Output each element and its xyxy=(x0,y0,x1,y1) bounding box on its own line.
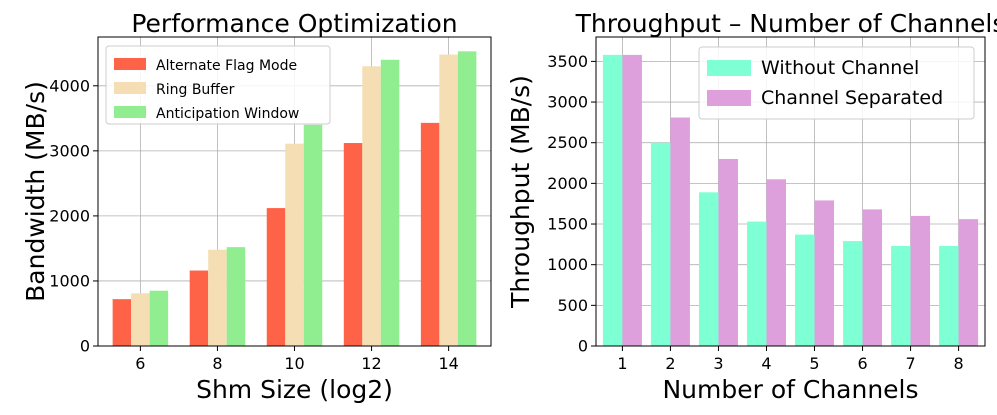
chart-1-ytick-label: 3000 xyxy=(547,93,588,112)
chart-0-legend-swatch xyxy=(114,82,146,94)
chart-1-title: Throughput – Number of Channels xyxy=(575,9,997,38)
chart-1-bar-channel-separated-3 xyxy=(718,158,738,346)
chart-1-bar-channel-separated-4 xyxy=(766,179,786,346)
chart-0-bar-ring-buffer-8 xyxy=(208,249,227,346)
chart-0-xtick-label: 10 xyxy=(284,354,304,373)
chart-1-xtick-label: 6 xyxy=(857,354,867,373)
chart-1-bar-channel-separated-6 xyxy=(862,209,883,346)
chart-0-ticks: 0 1000 2000 3000 4000 6 8 10 12 14 xyxy=(49,76,459,373)
chart-0-legend-label: Alternate Flag Mode xyxy=(156,58,297,74)
chart-1-xtick-label: 1 xyxy=(617,354,627,373)
chart-1-bar-without-channel-1 xyxy=(602,54,623,347)
chart-0-legend-frame xyxy=(105,45,331,125)
chart-1-ytick-label: 500 xyxy=(557,296,588,315)
chart-1-bar-without-channel-3 xyxy=(698,192,719,346)
chart-1-ytick-label: 3500 xyxy=(547,52,588,71)
chart-1-bar-without-channel-8 xyxy=(939,245,959,346)
chart-1-legend-label: Channel Separated xyxy=(761,87,943,109)
chart-0-bar-ring-buffer-6 xyxy=(131,293,150,346)
chart-0-xtick-label: 8 xyxy=(212,354,222,373)
chart-1-xlabel: Number of Channels xyxy=(662,375,918,404)
chart-1-xtick-label: 4 xyxy=(761,354,771,373)
chart-1-legend-swatch xyxy=(707,60,751,76)
chart-1-legend-frame xyxy=(698,46,975,120)
chart-0-bars xyxy=(112,51,477,347)
chart-0-xtick-label: 14 xyxy=(438,354,458,373)
chart-1-ylabel: Throughput (MB/s) xyxy=(506,75,535,309)
chart-0-legend-label: Anticipation Window xyxy=(156,106,299,122)
chart-0-bar-ring-buffer-12 xyxy=(362,66,381,346)
chart-1-xtick-label: 8 xyxy=(953,354,963,373)
chart-0-bar-anticipation-window-14 xyxy=(457,51,477,346)
chart-1-ytick-label: 2000 xyxy=(547,174,588,193)
chart-1-legend: Without Channel Channel Separated xyxy=(698,46,975,120)
chart-1-bars xyxy=(602,54,979,347)
chart-1-ticks: 0 500 1000 1500 2000 2500 3000 3500 1 2 3 4 5 6 7 8 xyxy=(547,52,963,373)
chart-1-ytick-label: 2500 xyxy=(547,133,588,152)
chart-0-bar-ring-buffer-14 xyxy=(439,54,458,346)
throughput-channels-chart: 0 500 1000 1500 2000 2500 3000 3500 1 2 3 4 5 6 7 8 Thr… xyxy=(506,9,997,404)
chart-1-legend-swatch xyxy=(707,90,751,106)
chart-1-ytick-label: 1000 xyxy=(547,255,588,274)
performance-optimization-chart: 0 1000 2000 3000 4000 6 8 10 12 14 Performance Op… xyxy=(21,9,492,404)
chart-0-bar-alternate-flag-mode-14 xyxy=(420,122,440,346)
chart-1-bar-without-channel-7 xyxy=(891,245,911,346)
chart-0-xlabel: Shm Size (log2) xyxy=(196,375,393,404)
chart-1-bar-channel-separated-5 xyxy=(814,200,835,346)
chart-1-xtick-label: 3 xyxy=(713,354,723,373)
chart-0-bar-anticipation-window-8 xyxy=(226,247,246,346)
chart-0-bar-ring-buffer-10 xyxy=(285,143,304,346)
chart-1-axes xyxy=(595,36,986,347)
chart-0-legend-label: Ring Buffer xyxy=(156,82,235,98)
chart-0-ytick-label: 0 xyxy=(80,337,90,356)
chart-0-bar-anticipation-window-10 xyxy=(303,124,323,347)
chart-1-bar-channel-separated-2 xyxy=(670,117,690,347)
chart-0-xtick-label: 12 xyxy=(361,354,381,373)
chart-0-bar-alternate-flag-mode-8 xyxy=(189,270,209,346)
chart-1-bar-channel-separated-1 xyxy=(622,54,642,347)
chart-0-ytick-label: 4000 xyxy=(49,76,90,95)
chart-0-bar-alternate-flag-mode-10 xyxy=(266,208,286,346)
chart-1-bar-without-channel-6 xyxy=(843,241,863,346)
chart-1-ytick-label: 0 xyxy=(578,337,588,356)
chart-0-bar-alternate-flag-mode-6 xyxy=(112,299,132,346)
chart-0-legend-swatch xyxy=(114,58,146,70)
chart-0-bar-alternate-flag-mode-12 xyxy=(343,143,363,346)
chart-1-bar-without-channel-4 xyxy=(746,221,767,346)
chart-1-xtick-label: 2 xyxy=(665,354,675,373)
chart-0-ytick-label: 1000 xyxy=(49,271,90,290)
chart-0-legend-swatch xyxy=(114,106,146,118)
chart-0-ytick-label: 2000 xyxy=(49,206,90,225)
chart-1-bar-channel-separated-8 xyxy=(958,219,979,346)
chart-1-ytick-label: 1500 xyxy=(547,215,588,234)
chart-1-xtick-label: 7 xyxy=(905,354,915,373)
chart-1-legend-label: Without Channel xyxy=(761,57,919,79)
chart-1-bar-without-channel-2 xyxy=(650,142,671,346)
chart-1-bar-channel-separated-7 xyxy=(910,215,931,346)
chart-1-xtick-label: 5 xyxy=(809,354,819,373)
chart-1-bar-without-channel-5 xyxy=(795,234,815,346)
chart-0-bar-anticipation-window-12 xyxy=(380,59,400,346)
chart-0-bar-anticipation-window-6 xyxy=(149,290,169,346)
chart-0-xtick-label: 6 xyxy=(135,354,145,373)
chart-0-title: Performance Optimization xyxy=(131,9,457,38)
chart-0-ylabel: Bandwidth (MB/s) xyxy=(21,81,50,302)
chart-0-ytick-label: 3000 xyxy=(49,141,90,160)
chart-0-legend: Alternate Flag Mode Ring Buffer Anticipati… xyxy=(105,45,331,125)
